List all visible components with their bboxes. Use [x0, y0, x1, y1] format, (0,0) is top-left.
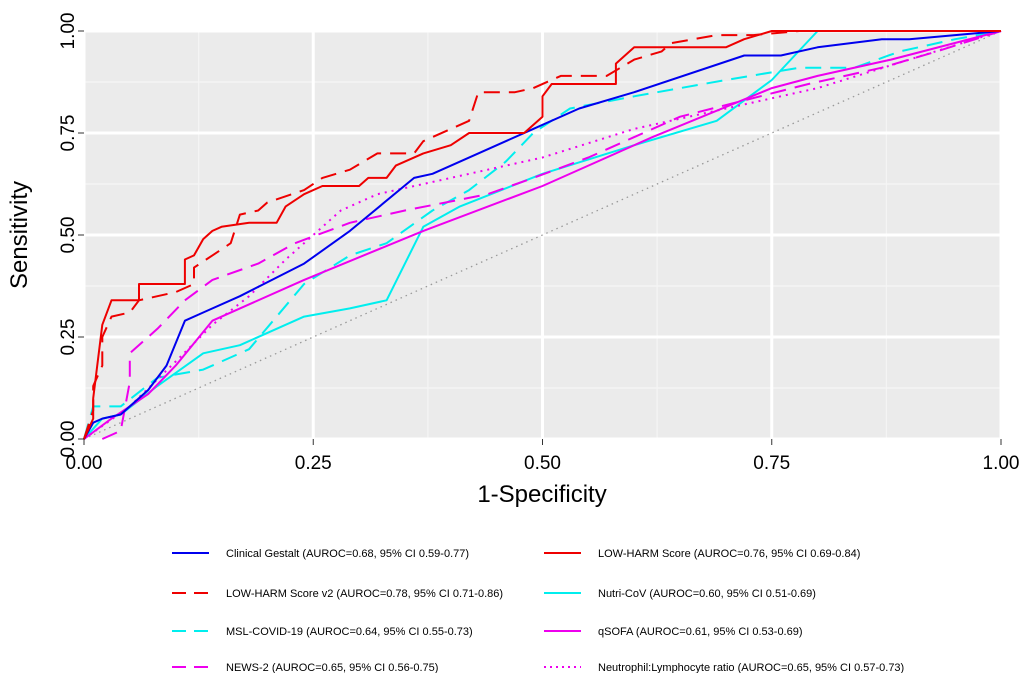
x-axis-title: 1-Specificity: [477, 481, 606, 508]
legend-label-1: LOW-HARM Score (AUROC=0.76, 95% CI 0.69-…: [598, 548, 860, 560]
roc-curve-6: [101, 30, 1002, 440]
x-tick-label: 0.75: [753, 453, 790, 474]
y-tick-label: 0.50: [58, 217, 79, 254]
reference-diagonal: [83, 30, 1002, 440]
x-tick-label: 0.50: [524, 453, 561, 474]
y-tick-label: 1.00: [58, 13, 79, 50]
roc-curve-0: [83, 30, 1002, 440]
x-tick-label: 1.00: [983, 453, 1020, 474]
roc-curve-2: [83, 30, 1001, 440]
legend-label-0: Clinical Gestalt (AUROC=0.68, 95% CI 0.5…: [226, 548, 469, 560]
legend-label-3: Nutri-CoV (AUROC=0.60, 95% CI 0.51-0.69): [598, 588, 816, 600]
y-axis-title: Sensitivity: [6, 181, 33, 289]
roc-curve-7: [83, 30, 1002, 440]
legend-label-4: MSL-COVID-19 (AUROC=0.64, 95% CI 0.55-0.…: [226, 626, 473, 638]
y-tick-label: 0.75: [58, 115, 79, 152]
roc-curves: [83, 30, 1002, 440]
axis-ticks: 0.00 0.25 0.50 0.75 1.00 0.00 0.25 0.50 0.75 1.00: [58, 13, 1019, 474]
roc-curve-5: [83, 30, 1002, 440]
legend-label-7: Neutrophil:Lymphocyte ratio (AUROC=0.65,…: [598, 662, 904, 673]
y-tick-label: 0.00: [58, 421, 79, 458]
x-tick-label: 0.00: [66, 453, 103, 474]
roc-curve-4: [83, 30, 1002, 440]
y-tick-label: 0.25: [58, 319, 79, 356]
roc-curve-1: [83, 30, 1001, 440]
x-tick-label: 0.25: [295, 453, 332, 474]
legend-label-6: NEWS-2 (AUROC=0.65, 95% CI 0.56-0.75): [226, 662, 438, 673]
legend-label-5: qSOFA (AUROC=0.61, 95% CI 0.53-0.69): [598, 626, 803, 638]
legend-label-2: LOW-HARM Score v2 (AUROC=0.78, 95% CI 0.…: [226, 588, 503, 600]
reference-line: [83, 30, 1002, 440]
legend: Clinical Gestalt (AUROC=0.68, 95% CI 0.5…: [172, 548, 904, 673]
